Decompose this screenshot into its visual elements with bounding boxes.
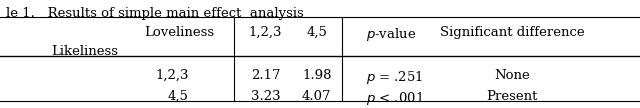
Text: 4.07: 4.07: [302, 90, 332, 103]
Text: None: None: [494, 69, 530, 82]
Text: 1,2,3: 1,2,3: [249, 26, 282, 39]
Text: 1.98: 1.98: [302, 69, 332, 82]
Text: 2.17: 2.17: [251, 69, 280, 82]
Text: 3.23: 3.23: [251, 90, 280, 103]
Text: Present: Present: [486, 90, 538, 103]
Text: le 1.   Results of simple main effect  analysis: le 1. Results of simple main effect anal…: [6, 7, 304, 20]
Text: Likeliness: Likeliness: [51, 45, 118, 58]
Text: Loveliness: Loveliness: [144, 26, 214, 39]
Text: $p$ = .251: $p$ = .251: [366, 69, 423, 86]
Text: 4,5: 4,5: [168, 90, 189, 103]
Text: $p$ < .001: $p$ < .001: [366, 90, 424, 107]
Text: Significant difference: Significant difference: [440, 26, 584, 39]
Text: 1,2,3: 1,2,3: [156, 69, 189, 82]
Text: 4,5: 4,5: [307, 26, 327, 39]
Text: $p$-value: $p$-value: [366, 26, 416, 43]
